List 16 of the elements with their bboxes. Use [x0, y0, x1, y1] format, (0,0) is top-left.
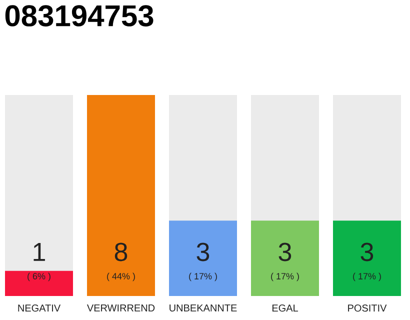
data-label: 3 — [196, 242, 210, 262]
x-tick-label: NEGATIV — [18, 304, 61, 312]
data-label: 3 — [278, 242, 292, 262]
chart-title: 083194753 — [5, 5, 154, 26]
x-tick-label: UNBEKANNTE — [170, 304, 237, 312]
data-label: 3 — [360, 242, 374, 262]
data-label: 1 — [34, 243, 45, 261]
annotation: ( 17% ) — [353, 272, 381, 282]
x-tick-label: EGAL — [272, 304, 298, 312]
x-tick-label: POSITIV — [348, 304, 387, 312]
annotation: ( 17% ) — [189, 272, 217, 282]
annotation: ( 17% ) — [271, 272, 299, 282]
data-label: 8 — [114, 242, 128, 262]
annotation: ( 6% ) — [28, 272, 50, 282]
annotation: ( 44% ) — [107, 272, 135, 282]
x-tick-label: VERWIRREND — [86, 304, 155, 312]
